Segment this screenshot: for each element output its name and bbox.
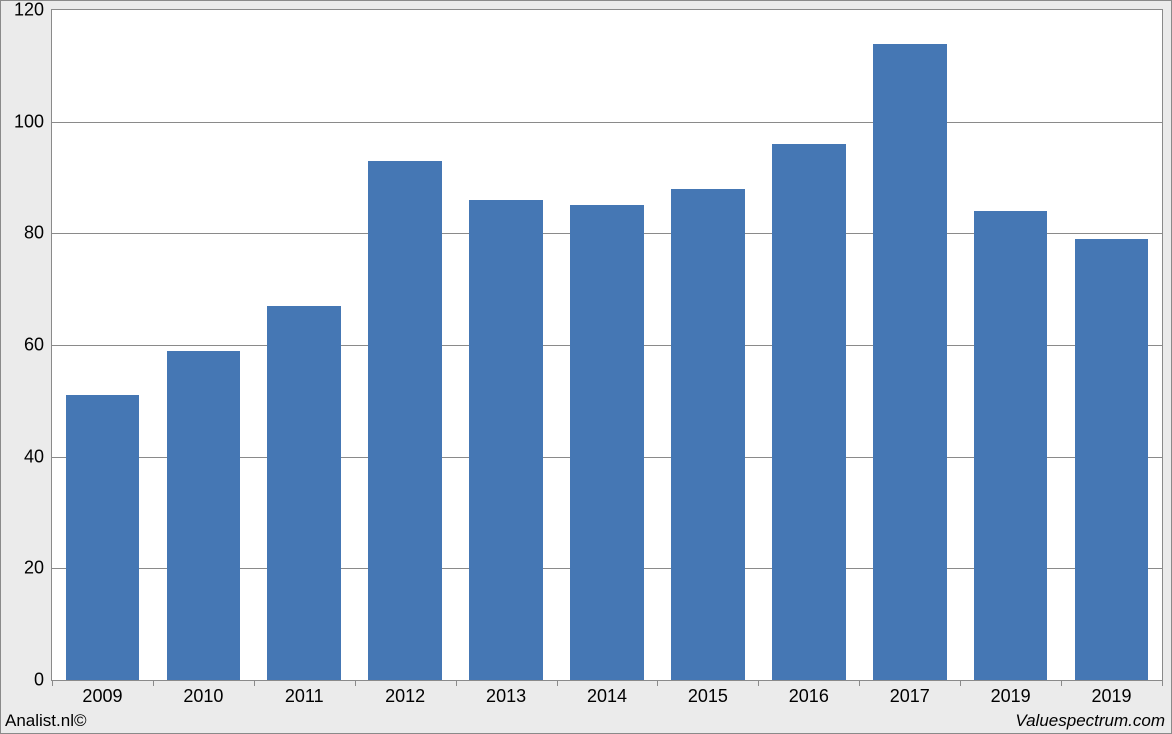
x-tickmark (355, 680, 356, 686)
y-axis-label: 60 (24, 335, 44, 356)
bar (570, 205, 644, 680)
y-axis-label: 20 (24, 558, 44, 579)
y-axis-label: 100 (14, 111, 44, 132)
x-tickmark (1162, 680, 1163, 686)
footer-credit-right: Valuespectrum.com (1015, 711, 1165, 731)
bar (469, 200, 543, 680)
y-axis-label: 120 (14, 0, 44, 21)
x-axis-label: 2019 (991, 686, 1031, 707)
plot-area: 0204060801001202009201020112012201320142… (51, 9, 1163, 681)
bar (873, 44, 947, 681)
x-axis-label: 2019 (1092, 686, 1132, 707)
x-tickmark (557, 680, 558, 686)
x-axis-label: 2017 (890, 686, 930, 707)
bar (368, 161, 442, 680)
x-axis-label: 2013 (486, 686, 526, 707)
x-axis-label: 2016 (789, 686, 829, 707)
x-axis-label: 2014 (587, 686, 627, 707)
x-tickmark (153, 680, 154, 686)
x-axis-label: 2009 (82, 686, 122, 707)
chart-container: 0 20 40 60 80 100 120 2009 2010 2011 2012 2013 2014 2… (0, 0, 1172, 734)
x-axis-label: 2012 (385, 686, 425, 707)
bar (1075, 239, 1149, 680)
x-tickmark (1061, 680, 1062, 686)
x-tickmark (52, 680, 53, 686)
y-axis-label: 0 (34, 670, 44, 691)
gridline (52, 122, 1162, 123)
bar (167, 351, 241, 680)
bar (772, 144, 846, 680)
x-tickmark (960, 680, 961, 686)
footer-credit-left: Analist.nl© (5, 711, 87, 731)
bar (671, 189, 745, 680)
y-axis-label: 80 (24, 223, 44, 244)
bar (974, 211, 1048, 680)
x-axis-label: 2011 (285, 686, 324, 707)
x-tickmark (657, 680, 658, 686)
x-tickmark (758, 680, 759, 686)
x-tickmark (456, 680, 457, 686)
x-tickmark (254, 680, 255, 686)
x-axis-label: 2015 (688, 686, 728, 707)
x-axis-label: 2010 (183, 686, 223, 707)
y-axis-label: 40 (24, 446, 44, 467)
bar (66, 395, 140, 680)
x-tickmark (859, 680, 860, 686)
bar (267, 306, 341, 680)
